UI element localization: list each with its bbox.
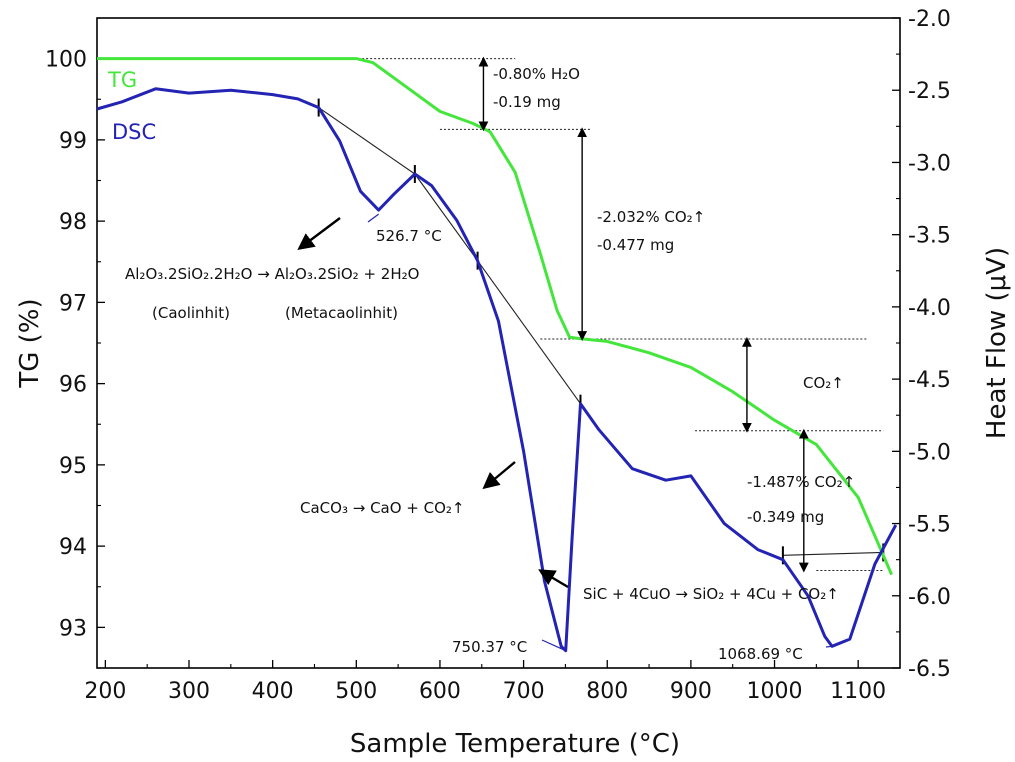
- x-tick-label: 300: [168, 679, 210, 704]
- ticks: [97, 17, 900, 669]
- x-tick-label: 200: [84, 679, 126, 704]
- reaction-1-left-label: (Caolinhit): [152, 304, 230, 322]
- y-left-tick-label: 95: [59, 454, 87, 479]
- peak-leader-1: [367, 213, 379, 223]
- y-left-tick-label: 98: [59, 210, 87, 235]
- peak-leader-3: [825, 645, 833, 648]
- legend-tg: TG: [107, 68, 137, 92]
- tick-labels: 200 300 400 500 600 700 800 900 1000 1100 93 94 95 96…: [45, 7, 951, 704]
- y-left-tick-label: 93: [59, 616, 87, 641]
- annotation-h2o-1: -0.80% H₂O: [493, 65, 580, 83]
- series-line-tg: [97, 57, 893, 576]
- peak-label-3: 1068.69 °C: [718, 645, 803, 663]
- y-left-tick-label: 94: [59, 535, 87, 560]
- annotation-co2a-1: -2.032% CO₂↑: [597, 208, 705, 226]
- y-left-tick-label: 100: [45, 48, 87, 73]
- y-right-tick-label: -2.0: [908, 7, 951, 32]
- x-tick-label: 600: [419, 679, 461, 704]
- annotation-h2o-2: -0.19 mg: [493, 93, 561, 111]
- baseline-1a: [318, 107, 416, 175]
- baseline-1b: [414, 173, 479, 261]
- reaction-3: SiC + 4CuO → SiO₂ + 4Cu + CO₂↑: [583, 585, 839, 603]
- annotation-co2c-2: -0.349 mg: [747, 508, 824, 526]
- y-right-tick-label: -4.0: [908, 296, 951, 321]
- plot-frame: [96, 17, 901, 669]
- y-axis-right-title: Heat Flow (μV): [982, 247, 1012, 439]
- arrow-reaction-2: [482, 461, 516, 490]
- reaction-1: Al₂O₃.2SiO₂.2H₂O → Al₂O₃.2SiO₂ + 2H₂O: [125, 265, 419, 283]
- x-tick-label: 1000: [747, 679, 803, 704]
- x-tick-label: 700: [503, 679, 545, 704]
- y-left-tick-label: 96: [59, 373, 87, 398]
- arrow-reaction-1: [297, 217, 341, 251]
- annotation-arrows: [297, 56, 833, 652]
- y-left-tick-label: 97: [59, 291, 87, 316]
- y-right-tick-label: -5.0: [908, 440, 951, 465]
- x-axis-title: Sample Temperature (°C): [350, 729, 680, 759]
- baseline-3: [782, 551, 884, 556]
- peak-label-2: 750.37 °C: [452, 638, 527, 656]
- x-tick-label: 800: [586, 679, 628, 704]
- annotation-co2c-1: -1.487% CO₂↑: [747, 473, 855, 491]
- y-axis-left-title: TG (%): [15, 298, 45, 388]
- reaction-2: CaCO₃ → CaO + CO₂↑: [300, 499, 465, 517]
- x-tick-label: 900: [670, 679, 712, 704]
- annotation-co2b: CO₂↑: [803, 374, 844, 392]
- arrow-reaction-3: [538, 569, 569, 589]
- series-line-dsc: [96, 87, 898, 653]
- peak-leader-2: [541, 639, 566, 652]
- peak-label-1: 526.7 °C: [376, 227, 442, 245]
- reaction-1-right-label: (Metacaolinhit): [285, 304, 398, 322]
- y-right-tick-label: -6.5: [908, 657, 951, 682]
- y-right-tick-label: -3.0: [908, 151, 951, 176]
- y-right-tick-label: -5.5: [908, 513, 951, 538]
- annotation-co2a-2: -0.477 mg: [597, 236, 674, 254]
- x-tick-label: 400: [252, 679, 294, 704]
- y-right-tick-label: -3.5: [908, 224, 951, 249]
- series-lines: [96, 57, 898, 653]
- x-tick-label: 1100: [830, 679, 886, 704]
- x-tick-label: 500: [335, 679, 377, 704]
- y-right-tick-label: -4.5: [908, 368, 951, 393]
- y-left-tick-label: 99: [59, 129, 87, 154]
- legend-dsc: DSC: [112, 120, 156, 144]
- y-right-tick-label: -6.0: [908, 585, 951, 610]
- y-right-tick-label: -2.5: [908, 79, 951, 104]
- baseline-2: [477, 260, 581, 404]
